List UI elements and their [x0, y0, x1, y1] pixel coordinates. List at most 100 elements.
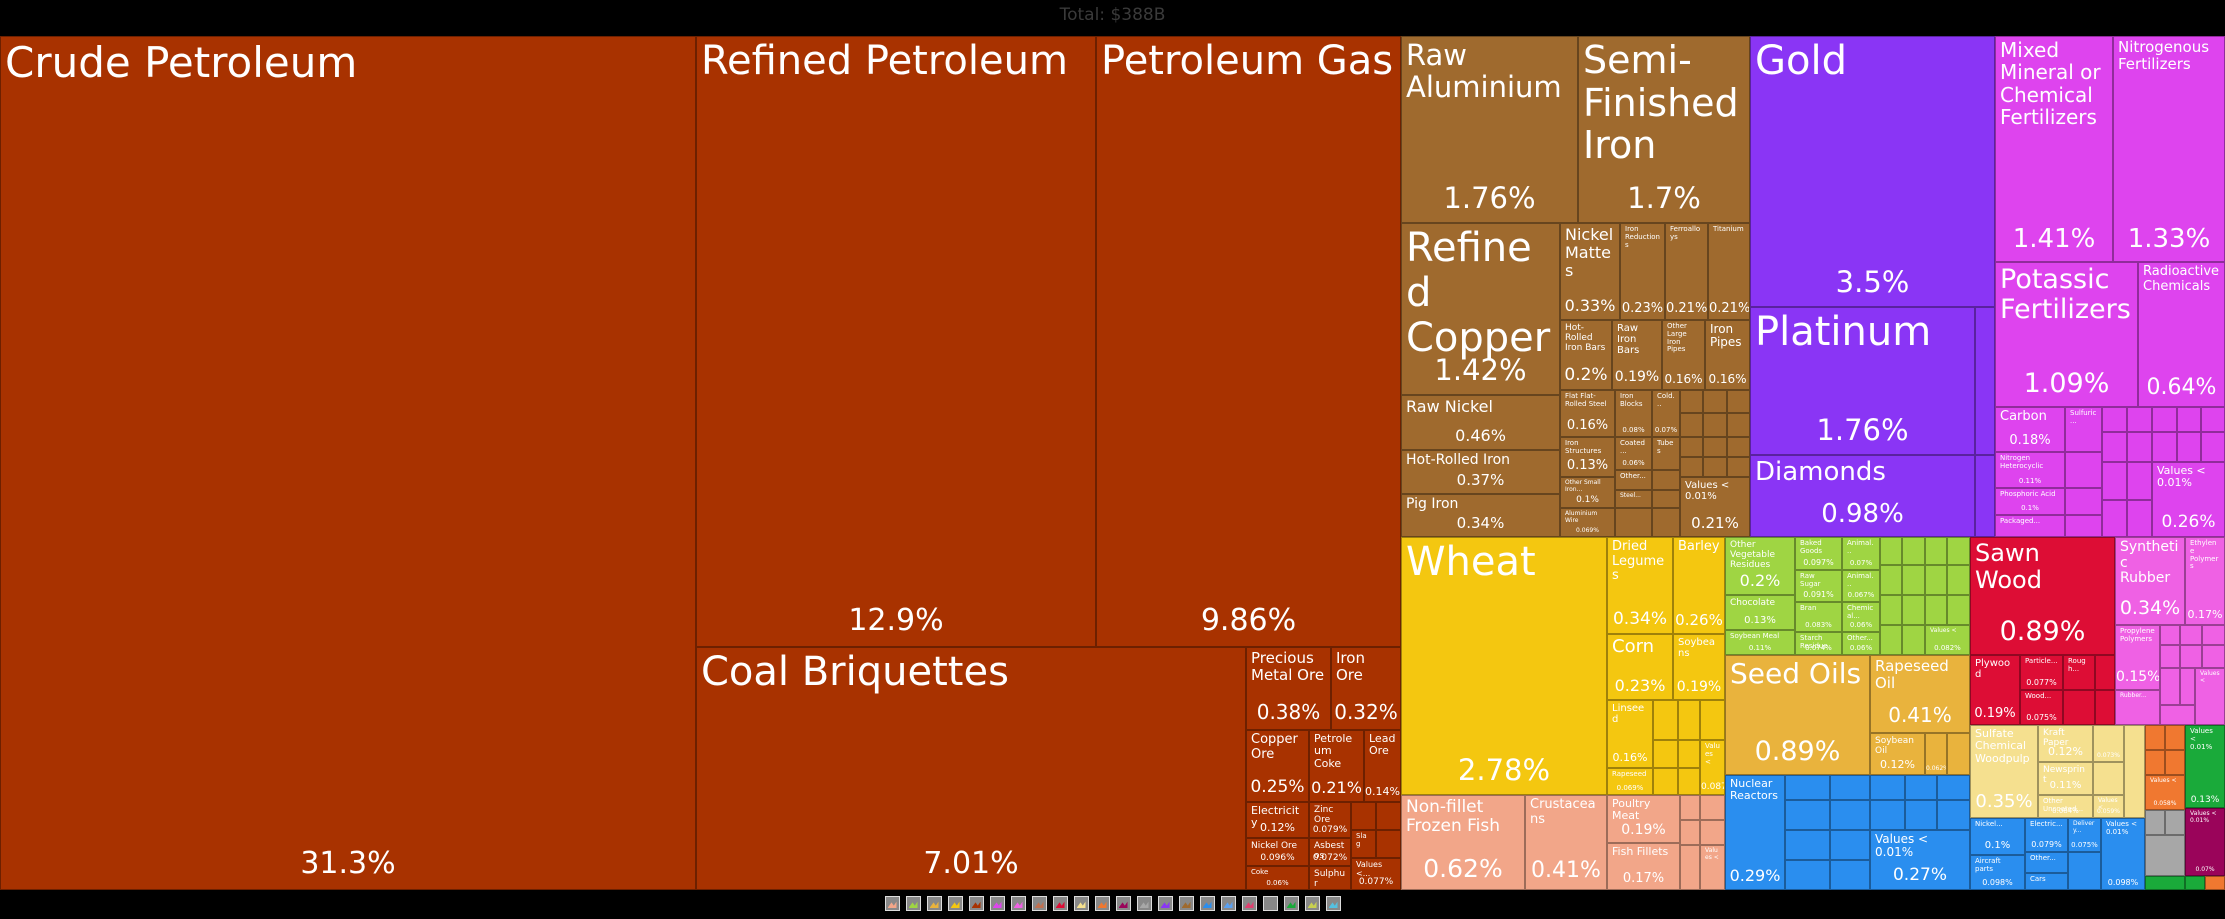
treemap-tile[interactable]: 0.062%: [1925, 733, 1947, 775]
treemap-tile[interactable]: [1680, 795, 1700, 820]
treemap-tile[interactable]: Other Small Iron... 0.1%: [1560, 477, 1615, 508]
treemap-tile[interactable]: Nuclear Reactors 0.29%: [1725, 775, 1785, 890]
treemap-tile[interactable]: Coal Briquettes 7.01%: [696, 647, 1246, 890]
treemap-tile[interactable]: [1785, 860, 1830, 890]
treemap-tile[interactable]: [1902, 537, 1925, 565]
treemap-tile[interactable]: Lead Ore 0.14%: [1364, 730, 1401, 802]
treemap-tile[interactable]: Starch Residue 0.074%: [1795, 632, 1842, 655]
treemap-tile[interactable]: [1902, 565, 1925, 595]
treemap-tile[interactable]: [1678, 768, 1700, 795]
treemap-tile[interactable]: Plywood 0.19%: [1970, 655, 2020, 725]
treemap-tile[interactable]: [1937, 800, 1970, 830]
wood-icon[interactable]: [1052, 896, 1068, 911]
footwear-icon[interactable]: [1115, 896, 1131, 911]
treemap-tile[interactable]: [2152, 407, 2177, 432]
treemap-tile[interactable]: [1680, 413, 1703, 437]
treemap-tile[interactable]: Iron Reductions 0.23%: [1620, 223, 1665, 320]
treemap-tile[interactable]: Seed Oils 0.89%: [1725, 655, 1870, 775]
treemap-tile[interactable]: [2065, 452, 2102, 488]
treemap-tile[interactable]: [1653, 700, 1678, 740]
treemap-tile[interactable]: [2160, 668, 2180, 705]
treemap-tile[interactable]: Values < 0.01% 0.098%: [2101, 818, 2145, 890]
treemap-tile[interactable]: Other Large Iron Pipes 0.16%: [1662, 320, 1705, 390]
treemap-tile[interactable]: [1880, 625, 1902, 655]
treemap-tile[interactable]: [2205, 876, 2225, 890]
treemap-tile[interactable]: Coke 0.06%: [1246, 866, 1309, 890]
treemap-tile[interactable]: [1653, 768, 1678, 795]
treemap-tile[interactable]: Particle... 0.077%: [2020, 655, 2063, 690]
treemap-tile[interactable]: [2185, 876, 2205, 890]
treemap-tile[interactable]: Nitrogenous Fertilizers 1.33%: [2113, 36, 2225, 262]
treemap-tile[interactable]: [1785, 830, 1830, 860]
treemap-tile[interactable]: 0.073%: [2093, 725, 2124, 762]
treemap-tile[interactable]: Ethylene Polymers 0.17%: [2185, 537, 2225, 625]
treemap-tile[interactable]: Chemical... 0.06%: [1842, 602, 1880, 632]
treemap-tile[interactable]: Values < 0.082%: [1925, 625, 1970, 655]
art-icon[interactable]: [1304, 896, 1320, 911]
treemap-tile[interactable]: [1830, 800, 1870, 830]
treemap-tile[interactable]: Cars: [2025, 873, 2068, 890]
chemical-icon[interactable]: [989, 896, 1005, 911]
treemap-tile[interactable]: Rapeseed 0.069%: [1607, 768, 1653, 795]
treemap-tile[interactable]: [1975, 455, 1995, 537]
treemap-tile[interactable]: Delivery... 0.075%: [2068, 818, 2101, 852]
treemap-tile[interactable]: Nickel Ore 0.096%: [1246, 838, 1309, 866]
treemap-tile[interactable]: Non-fillet Frozen Fish 0.62%: [1401, 795, 1525, 890]
treemap-tile[interactable]: [1902, 625, 1925, 655]
treemap-tile[interactable]: Wheat 2.78%: [1401, 537, 1607, 795]
foodstuff-icon[interactable]: [947, 896, 963, 911]
instrument-icon[interactable]: [1241, 896, 1257, 911]
treemap-tile[interactable]: Tubes: [1652, 437, 1680, 470]
treemap-tile[interactable]: Electricity 0.12%: [1246, 802, 1309, 838]
treemap-tile[interactable]: Slag: [1351, 830, 1376, 858]
treemap-tile[interactable]: Rubber...: [2115, 690, 2160, 725]
treemap-tile[interactable]: Cold... 0.07%: [1652, 390, 1680, 437]
treemap-tile[interactable]: Pig Iron 0.34%: [1401, 494, 1560, 537]
treemap-tile[interactable]: Other... 0.06%: [1842, 632, 1880, 655]
treemap-tile[interactable]: [2177, 407, 2201, 432]
treemap-tile[interactable]: [2127, 432, 2152, 462]
treemap-tile[interactable]: Rapeseed Oil 0.41%: [1870, 655, 1970, 733]
treemap-tile[interactable]: [1680, 820, 1700, 845]
treemap-tile[interactable]: Iron Ore 0.32%: [1331, 647, 1401, 730]
treemap-tile[interactable]: Values < 0.01% 0.27%: [1870, 830, 1970, 890]
treemap-tile[interactable]: [1830, 775, 1870, 800]
treemap-tile[interactable]: Zinc Ore 0.079%: [1309, 802, 1351, 838]
treemap-tile[interactable]: [1870, 800, 1905, 830]
treemap-tile[interactable]: [2145, 750, 2165, 775]
treemap-tile[interactable]: [2160, 625, 2180, 645]
treemap-tile[interactable]: Sulphur: [1309, 866, 1351, 890]
treemap-tile[interactable]: [2180, 668, 2195, 705]
treemap-tile[interactable]: [1703, 437, 1727, 457]
treemap-tile[interactable]: [2095, 690, 2115, 725]
treemap-tile[interactable]: [1727, 437, 1750, 457]
treemap-tile[interactable]: Other...: [2025, 852, 2068, 873]
treemap-tile[interactable]: Rough...: [2063, 655, 2095, 690]
treemap-tile[interactable]: Petroleum Gas 9.86%: [1096, 36, 1401, 647]
treemap-tile[interactable]: [2102, 462, 2127, 500]
treemap-tile[interactable]: Animal... 0.07%: [1842, 537, 1880, 570]
treemap-tile[interactable]: Other Vegetable Residues 0.2%: [1725, 537, 1795, 595]
treemap-tile[interactable]: Phosphoric Acid 0.1%: [1995, 488, 2065, 515]
textile-icon[interactable]: [1094, 896, 1110, 911]
treemap-tile[interactable]: Values < 0.01% 0.26%: [2152, 462, 2225, 537]
treemap-tile[interactable]: [1376, 830, 1401, 858]
treemap-tile[interactable]: Sawn Wood 0.89%: [1970, 537, 2115, 655]
treemap-tile[interactable]: Refined Petroleum 12.9%: [696, 36, 1096, 647]
treemap-tile[interactable]: [2102, 500, 2127, 537]
treemap-tile[interactable]: Mixed Mineral or Chemical Fertilizers 1.4…: [1995, 36, 2113, 262]
treemap-tile[interactable]: Raw Nickel 0.46%: [1401, 395, 1560, 450]
treemap-tile[interactable]: Bran 0.083%: [1795, 602, 1842, 632]
plastic-icon[interactable]: [1010, 896, 1026, 911]
treemap-tile[interactable]: [2127, 407, 2152, 432]
treemap-tile[interactable]: Barley 0.26%: [1673, 537, 1725, 634]
treemap-tile[interactable]: [2065, 515, 2102, 537]
treemap-tile[interactable]: Potassic Fertilizers 1.09%: [1995, 262, 2138, 407]
treemap-tile[interactable]: Hot-Rolled Iron 0.37%: [1401, 450, 1560, 494]
treemap-tile[interactable]: [2180, 645, 2202, 668]
treemap-tile[interactable]: Crustaceans 0.41%: [1525, 795, 1607, 890]
treemap-tile[interactable]: Iron Blocks 0.08%: [1615, 390, 1652, 437]
treemap-tile[interactable]: [1905, 800, 1937, 830]
treemap-tile[interactable]: [1680, 437, 1703, 457]
misc-icon[interactable]: [1283, 896, 1299, 911]
